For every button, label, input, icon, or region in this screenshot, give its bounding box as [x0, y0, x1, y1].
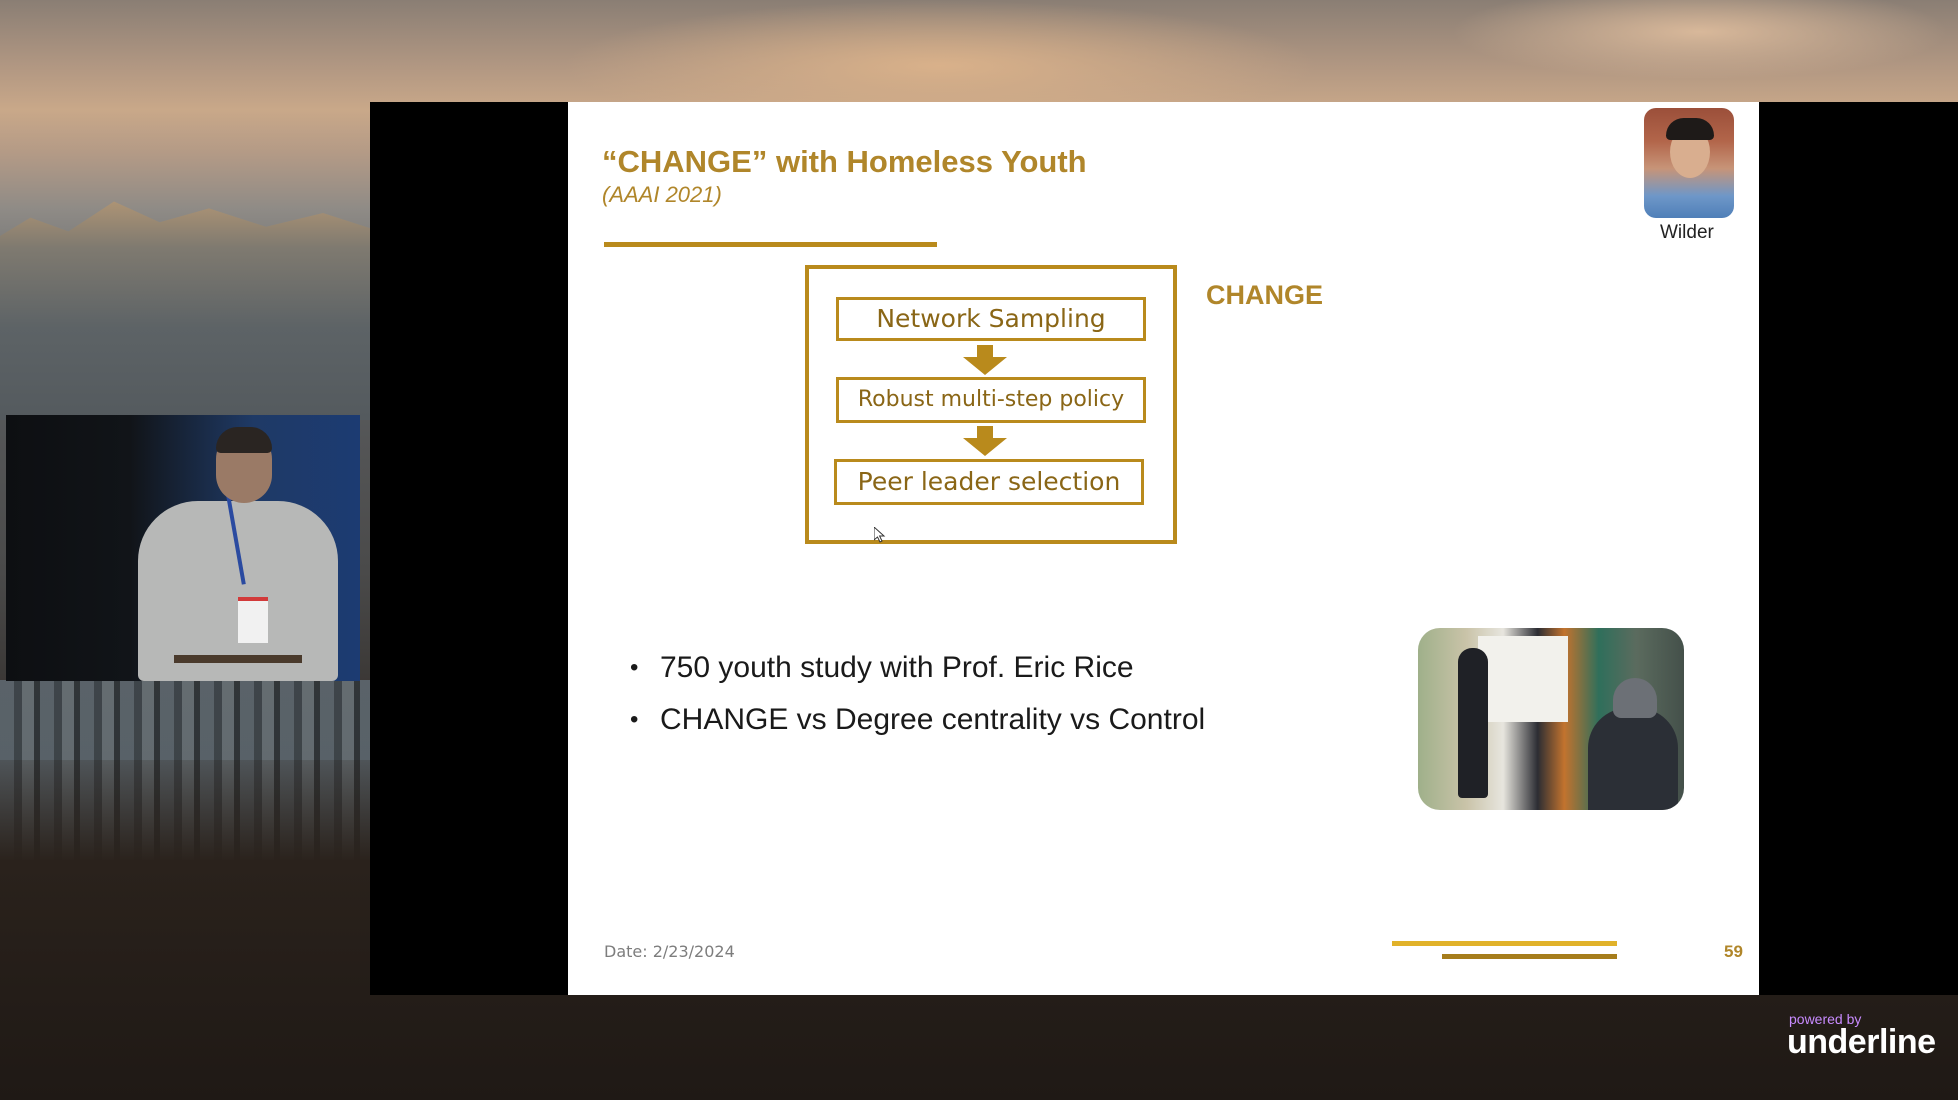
down-arrow-icon: [963, 426, 1007, 456]
cloud: [560, 0, 1320, 110]
headshot-caption: Wilder: [1660, 222, 1714, 243]
bullet-item: 750 youth study with Prof. Eric Rice: [630, 642, 1205, 694]
author-headshot: [1644, 108, 1734, 218]
underline-logo: powered by underline: [1787, 1011, 1939, 1061]
flow-diagram: Network Sampling Robust multi-step polic…: [805, 265, 1177, 544]
slide: “CHANGE” with Homeless Youth (AAAI 2021)…: [568, 102, 1759, 995]
flow-diagram-label: CHANGE: [1206, 280, 1324, 310]
flow-step-network-sampling: Network Sampling: [836, 297, 1146, 341]
speaker-belt: [174, 655, 302, 663]
mountains: [0, 201, 380, 420]
brand-name: underline: [1787, 1023, 1936, 1061]
footer-rule: [1392, 941, 1617, 946]
speaker-video: [6, 415, 360, 681]
seated-person: [1588, 708, 1678, 810]
down-arrow-icon: [963, 345, 1007, 375]
mouse-cursor-icon: [874, 527, 886, 543]
whiteboard: [1478, 636, 1568, 722]
speaker-hair: [216, 427, 272, 453]
footer-rule: [1442, 954, 1617, 959]
bullet-item: CHANGE vs Degree centrality vs Control: [630, 694, 1205, 746]
title-underline: [604, 242, 937, 247]
speaker-badge: [238, 597, 268, 643]
speaker-body: [138, 501, 338, 681]
page-number: 59: [1724, 942, 1743, 961]
slide-title: “CHANGE” with Homeless Youth: [602, 144, 1087, 179]
hair: [1666, 118, 1714, 140]
slide-date: Date: 2/23/2024: [604, 942, 735, 961]
flow-step-robust-policy: Robust multi-step policy: [836, 377, 1146, 423]
workshop-photo: [1418, 628, 1684, 810]
standing-person: [1458, 648, 1488, 798]
flow-step-peer-leader-selection: Peer leader selection: [834, 459, 1144, 505]
cloud: [1450, 0, 1950, 80]
powered-by-label: powered by: [1789, 1011, 1862, 1027]
beanie-hat: [1613, 678, 1657, 718]
slide-subtitle: (AAAI 2021): [602, 182, 722, 207]
bullet-list: 750 youth study with Prof. Eric Rice CHA…: [630, 642, 1205, 746]
